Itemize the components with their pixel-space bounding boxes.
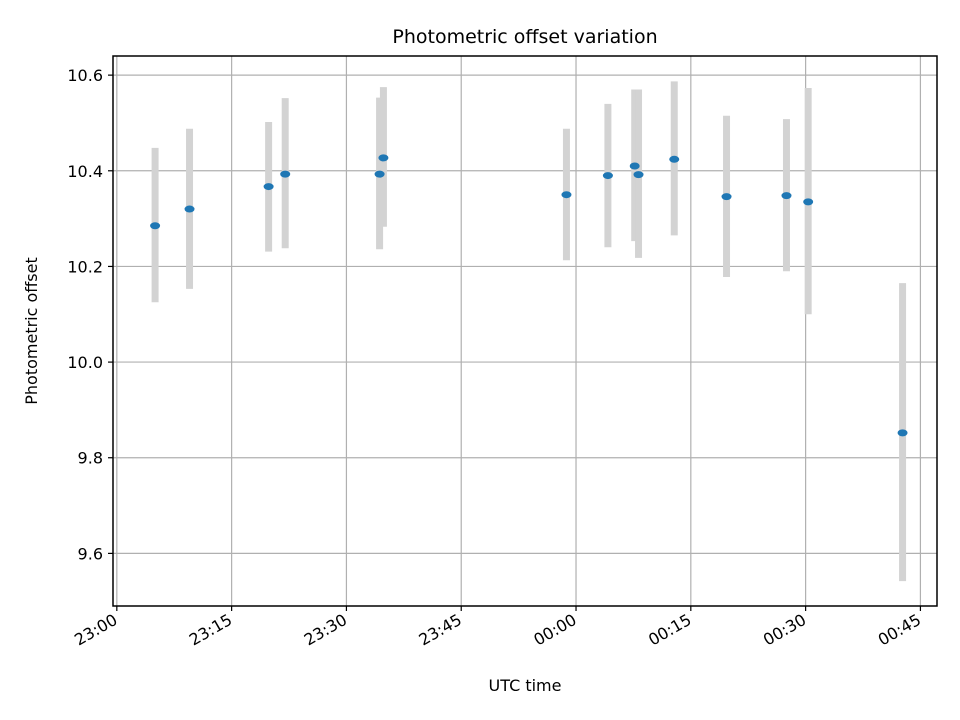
data-point (669, 155, 680, 163)
y-tick-label: 9.8 (78, 449, 103, 468)
y-axis-ticks: 9.6 9.8 10.0 10.2 10.4 10.6 (67, 66, 113, 563)
y-tick-label: 10.6 (67, 66, 103, 85)
y-tick-label: 10.2 (67, 257, 103, 276)
data-point (561, 191, 572, 199)
data-point (803, 198, 814, 206)
data-point (374, 170, 385, 178)
data-point (602, 172, 613, 180)
data-point (263, 183, 274, 191)
data-point (378, 154, 389, 162)
grid (113, 56, 937, 606)
data-point (897, 429, 908, 437)
data-point (280, 170, 291, 178)
y-tick-label: 10.4 (67, 162, 103, 181)
data-point (184, 205, 195, 213)
data-points (150, 154, 908, 437)
chart-title: Photometric offset variation (392, 26, 657, 48)
data-point (781, 192, 792, 200)
plot-frame (112, 55, 938, 607)
y-tick-label: 9.6 (78, 544, 103, 563)
data-point (629, 162, 640, 170)
y-axis-label: Photometric offset (22, 257, 41, 405)
data-point (150, 222, 161, 230)
y-tick-label: 10.0 (67, 353, 103, 372)
data-point (721, 193, 732, 201)
x-axis-label: UTC time (489, 676, 562, 695)
data-point (633, 171, 644, 179)
